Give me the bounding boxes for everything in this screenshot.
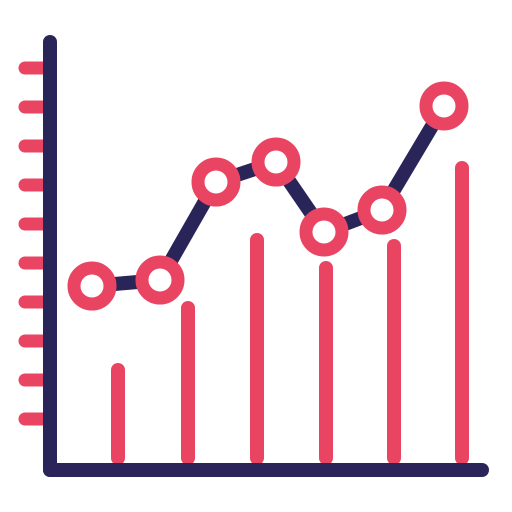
marker-2	[198, 164, 234, 200]
marker-6	[426, 88, 462, 124]
marker-1	[142, 262, 178, 298]
marker-5	[364, 192, 400, 228]
chart-icon	[0, 0, 512, 512]
marker-3	[258, 144, 294, 180]
marker-0	[74, 268, 110, 304]
marker-4	[306, 214, 342, 250]
